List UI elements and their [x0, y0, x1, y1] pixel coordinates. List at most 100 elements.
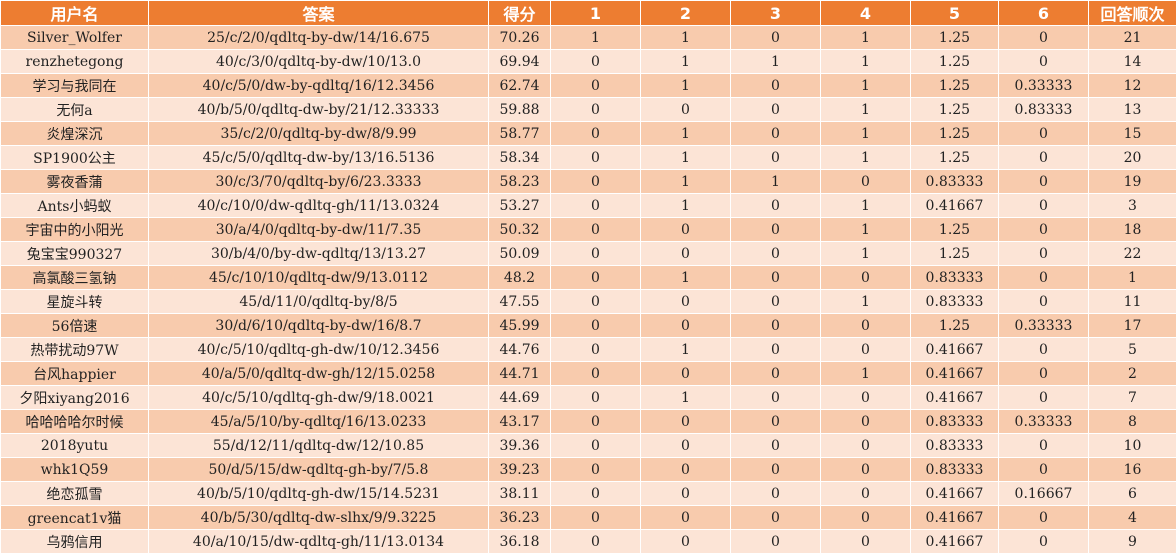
q2-cell: 1: [640, 25, 731, 50]
q4-cell: 0: [820, 337, 911, 362]
q4-cell: 1: [820, 361, 911, 386]
answer-order-cell: 2: [1088, 361, 1176, 386]
q4-cell: 1: [820, 241, 911, 266]
answer-cell: 30/d/6/10/qdltq-by-dw/16/8.7: [148, 313, 489, 338]
q2-cell: 1: [640, 169, 731, 194]
q6-header: 6: [998, 0, 1089, 26]
q1-cell: 0: [550, 313, 641, 338]
q3-cell: 0: [730, 241, 821, 266]
q5-cell: 0.41667: [910, 385, 999, 410]
table-row: 哈哈哈哈尔时候 45/a/5/10/by-qdltq/16/13.0233 43.1…: [0, 409, 1176, 434]
q5-cell: 1.25: [910, 73, 999, 98]
q6-cell: 0: [998, 457, 1089, 482]
q6-cell: 0.33333: [998, 73, 1089, 98]
table-row: 学习与我同在 40/c/5/0/dw-by-qdltq/16/12.3456 62.…: [0, 73, 1176, 98]
q3-cell: 0: [730, 361, 821, 386]
q4-cell: 0: [820, 529, 911, 554]
q1-cell: 0: [550, 337, 641, 362]
score-cell: 58.77: [488, 121, 551, 146]
q3-cell: 0: [730, 97, 821, 122]
q2-cell: 0: [640, 313, 731, 338]
q1-cell: 0: [550, 241, 641, 266]
answer-order-cell: 10: [1088, 433, 1176, 458]
table-row: whk1Q59 50/d/5/15/dw-qdltq-gh-by/7/5.8 39.…: [0, 457, 1176, 482]
q5-cell: 0.41667: [910, 505, 999, 530]
score-cell: 44.76: [488, 337, 551, 362]
score-cell: 50.09: [488, 241, 551, 266]
answer-order-cell: 17: [1088, 313, 1176, 338]
answer-order-header: 回答顺次: [1088, 0, 1176, 26]
score-cell: 53.27: [488, 193, 551, 218]
q5-header: 5: [910, 0, 999, 26]
q4-cell: 1: [820, 25, 911, 50]
q6-cell: 0: [998, 385, 1089, 410]
username-cell: SP1900公主: [0, 145, 149, 170]
q1-cell: 0: [550, 217, 641, 242]
q3-cell: 0: [730, 193, 821, 218]
q3-cell: 0: [730, 217, 821, 242]
q2-cell: 1: [640, 265, 731, 290]
q2-cell: 1: [640, 49, 731, 74]
q2-cell: 0: [640, 97, 731, 122]
q2-cell: 0: [640, 409, 731, 434]
table-row: 宇宙中的小阳光 30/a/4/0/qdltq-by-dw/11/7.35 50.32…: [0, 217, 1176, 242]
q3-header: 3: [730, 0, 821, 26]
answer-cell: 40/b/5/10/qdltq-gh-dw/15/14.5231: [148, 481, 489, 506]
q5-cell: 0.41667: [910, 193, 999, 218]
q3-cell: 0: [730, 313, 821, 338]
q1-cell: 0: [550, 145, 641, 170]
q2-cell: 0: [640, 433, 731, 458]
table-row: 高氯酸三氢钠 45/c/10/10/qdltq-dw/9/13.0112 48.2 0…: [0, 265, 1176, 290]
username-cell: Silver_Wolfer: [0, 25, 149, 50]
q3-cell: 0: [730, 337, 821, 362]
q4-header: 4: [820, 0, 911, 26]
q4-cell: 0: [820, 409, 911, 434]
q1-cell: 0: [550, 529, 641, 554]
q6-cell: 0: [998, 193, 1089, 218]
score-cell: 69.94: [488, 49, 551, 74]
answer-cell: 40/c/5/10/qdltq-gh-dw/10/12.3456: [148, 337, 489, 362]
score-cell: 45.99: [488, 313, 551, 338]
q6-cell: 0: [998, 529, 1089, 554]
q2-cell: 0: [640, 529, 731, 554]
q6-cell: 0: [998, 217, 1089, 242]
q6-cell: 0: [998, 25, 1089, 50]
username-cell: 高氯酸三氢钠: [0, 265, 149, 290]
score-cell: 36.23: [488, 505, 551, 530]
table-row: 绝恋孤雪 40/b/5/10/qdltq-gh-dw/15/14.5231 38.1…: [0, 481, 1176, 506]
q3-cell: 0: [730, 289, 821, 314]
table-row: 56倍速 30/d/6/10/qdltq-by-dw/16/8.7 45.99 0 0 0…: [0, 313, 1176, 338]
q1-cell: 0: [550, 433, 641, 458]
q6-cell: 0.16667: [998, 481, 1089, 506]
table-row: SP1900公主 45/c/5/0/qdltq-dw-by/13/16.5136 5…: [0, 145, 1176, 170]
q1-header: 1: [550, 0, 641, 26]
score-cell: 48.2: [488, 265, 551, 290]
q2-header: 2: [640, 0, 731, 26]
score-cell: 58.34: [488, 145, 551, 170]
q3-cell: 0: [730, 529, 821, 554]
answer-order-cell: 15: [1088, 121, 1176, 146]
q3-cell: 0: [730, 457, 821, 482]
answer-cell: 40/c/3/0/qdltq-by-dw/10/13.0: [148, 49, 489, 74]
table-row: 星旋斗转 45/d/11/0/qdltq-by/8/5 47.55 0 0 0 1 0.833…: [0, 289, 1176, 314]
q2-cell: 1: [640, 337, 731, 362]
q1-cell: 0: [550, 265, 641, 290]
q6-cell: 0.33333: [998, 313, 1089, 338]
q6-cell: 0: [998, 241, 1089, 266]
table-row: Silver_Wolfer 25/c/2/0/qdltq-by-dw/14/16.…: [0, 25, 1176, 50]
q1-cell: 0: [550, 361, 641, 386]
answer-order-cell: 12: [1088, 73, 1176, 98]
answer-cell: 40/b/5/0/qdltq-dw-by/21/12.33333: [148, 97, 489, 122]
username-cell: 宇宙中的小阳光: [0, 217, 149, 242]
answer-cell: 40/c/10/0/dw-qdltq-gh/11/13.0324: [148, 193, 489, 218]
q6-cell: 0: [998, 433, 1089, 458]
q3-cell: 0: [730, 409, 821, 434]
q2-cell: 0: [640, 217, 731, 242]
table-row: renzhetegong 40/c/3/0/qdltq-by-dw/10/13.0…: [0, 49, 1176, 74]
header-row: 用户名 答案 得分 1 2 3 4 5 6 回答顺次: [0, 0, 1176, 26]
score-cell: 44.71: [488, 361, 551, 386]
answer-order-cell: 14: [1088, 49, 1176, 74]
q6-cell: 0: [998, 49, 1089, 74]
q5-cell: 0.83333: [910, 409, 999, 434]
